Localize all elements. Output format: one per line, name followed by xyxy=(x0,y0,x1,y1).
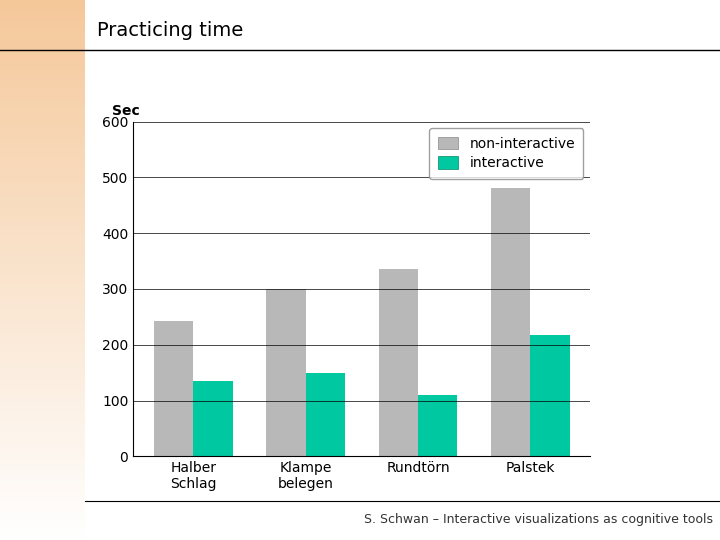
Bar xyxy=(418,395,457,456)
Bar xyxy=(266,289,305,456)
Bar xyxy=(379,269,418,456)
Bar xyxy=(305,373,345,456)
Bar xyxy=(491,188,531,456)
Text: S. Schwan – Interactive visualizations as cognitive tools: S. Schwan – Interactive visualizations a… xyxy=(364,514,713,526)
Bar xyxy=(154,321,193,456)
Text: Practicing time: Practicing time xyxy=(97,22,243,40)
Text: Sec: Sec xyxy=(112,104,140,118)
Bar xyxy=(531,335,570,456)
Legend: non-interactive, interactive: non-interactive, interactive xyxy=(429,129,583,179)
Bar xyxy=(193,381,233,456)
